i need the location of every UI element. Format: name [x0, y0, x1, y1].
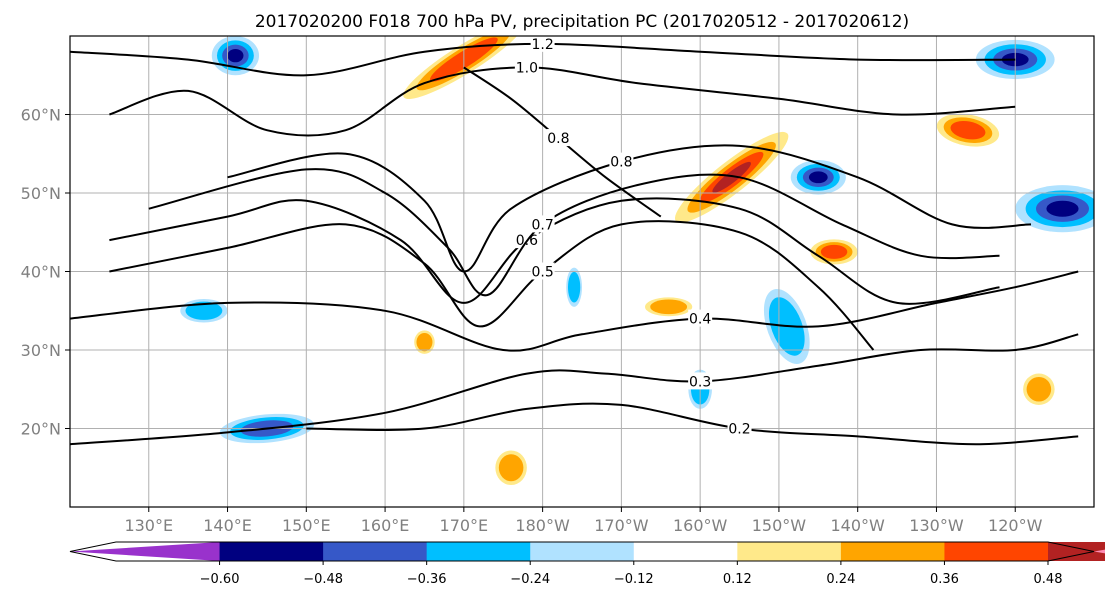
colorbar-tick-label-6: 0.24 — [826, 572, 855, 587]
colorbar-tick-label-5: 0.12 — [723, 572, 752, 587]
precip-area-8-level-3 — [227, 48, 244, 63]
precip-area-3-level-2 — [820, 244, 848, 259]
pv-contour-label-5: 0.7 — [531, 217, 553, 233]
colorbar-tick-label-3: −0.24 — [510, 572, 550, 587]
colorbar-outline — [69, 541, 1095, 562]
colorbar-extend-high — [1094, 549, 1105, 554]
precip-area-7-level-1 — [1026, 377, 1052, 402]
precip-area-15-level-1 — [567, 271, 581, 303]
colorbar-tick-label-4: −0.12 — [614, 572, 654, 587]
pv-contour-label-bg-8 — [514, 58, 539, 76]
pv-contour-3 — [109, 220, 875, 351]
precip-area-5-level-1 — [416, 332, 433, 352]
x-tick-label-3: 160°E — [361, 516, 410, 535]
pv-contour-label-bg-5 — [530, 215, 555, 233]
pv-contour-label-bg-9 — [530, 36, 555, 52]
pv-contour-label-bg-3 — [530, 262, 555, 280]
colorbar-segment-3 — [426, 542, 531, 561]
x-tick-label-1: 140°E — [203, 516, 252, 535]
precip-area-13-level-1 — [185, 301, 223, 320]
colorbar-extend-low — [70, 542, 221, 561]
colorbar-tick-label-2: −0.36 — [407, 572, 447, 587]
pv-contour-1 — [70, 333, 1079, 446]
pv-contour-label-6: 0.8 — [610, 155, 632, 171]
x-tick-label-0: 130°E — [124, 516, 173, 535]
y-tick-label-0: 20°N — [21, 420, 61, 439]
x-tick-label-7: 160°W — [673, 516, 728, 535]
pv-contour-8 — [109, 66, 1016, 137]
precip-area-9-level-3 — [808, 171, 828, 184]
colorbar-tick-label-0: −0.60 — [200, 572, 240, 587]
colorbar-segment-2 — [323, 542, 428, 561]
colorbar-segment-9 — [1048, 542, 1105, 561]
x-tick-label-11: 120°W — [988, 516, 1043, 535]
y-tick-label-1: 30°N — [21, 341, 61, 360]
precip-area-2-level-2 — [950, 121, 986, 140]
pv-contour-label-0: 0.2 — [728, 422, 750, 438]
x-tick-label-5: 180°W — [515, 516, 570, 535]
pv-contour-label-9: 1.2 — [531, 37, 553, 53]
colorbar-segment-1 — [219, 542, 324, 561]
colorbar-tick-label-1: −0.48 — [303, 572, 343, 587]
x-axis-ticks: 130°E 140°E 150°E 160°E 170°E 180°W 170°W 160°W… — [124, 507, 1043, 535]
precip-area-10-level-3 — [1046, 200, 1079, 217]
pv-contour-6 — [227, 144, 1032, 273]
precip-area-4-level-1 — [650, 299, 688, 315]
pv-contour-label-8: 1.0 — [516, 60, 538, 76]
pv-contour-0 — [306, 402, 1079, 446]
colorbar-segment-8 — [944, 542, 1049, 561]
colorbar-segment-6 — [737, 542, 842, 561]
x-tick-label-10: 130°W — [909, 516, 964, 535]
pv-contour-label-3: 0.5 — [531, 265, 553, 281]
pv-contour-label-2: 0.4 — [689, 312, 711, 328]
x-tick-label-6: 170°W — [594, 516, 649, 535]
pv-contour-label-bg-7 — [546, 129, 571, 147]
x-tick-label-2: 150°E — [282, 516, 331, 535]
x-tick-label-8: 150°W — [752, 516, 807, 535]
pv-contour-2 — [70, 270, 1079, 352]
precip-area-6-level-1 — [498, 454, 524, 482]
colorbar-segment-5 — [633, 542, 738, 561]
pv-contour-9 — [70, 42, 1016, 77]
y-axis-ticks: 20°N 30°N 40°N 50°N 60°N — [21, 106, 70, 439]
colorbar-tick-label-8: 0.48 — [1034, 572, 1063, 587]
pv-contour-label-7: 0.8 — [547, 131, 569, 147]
x-tick-label-4: 170°E — [440, 516, 489, 535]
colorbar-segment-4 — [530, 542, 635, 561]
pv-contour-label-bg-0 — [727, 419, 752, 437]
pv-contour-label-bg-1 — [688, 372, 713, 390]
y-tick-label-4: 60°N — [21, 106, 61, 125]
colorbar: −0.60 −0.48 −0.36 −0.24 −0.12 0.12 0.24 0.36 0.4… — [69, 541, 1105, 587]
pv-contour-label-bg-2 — [688, 309, 713, 327]
x-tick-label-9: 140°W — [831, 516, 886, 535]
precip-area-1-level-3 — [712, 161, 751, 193]
pv-contour-layer: 0.20.30.40.50.60.70.80.81.01.2 — [70, 36, 1079, 446]
y-tick-label-2: 40°N — [21, 263, 61, 282]
colorbar-segment-7 — [840, 542, 945, 561]
y-tick-label-3: 50°N — [21, 184, 61, 203]
colorbar-tick-label-7: 0.36 — [930, 572, 959, 587]
chart-title: 2017020200 F018 700 hPa PV, precipitatio… — [255, 12, 909, 32]
pv-contour-label-bg-6 — [609, 152, 634, 170]
pv-contour-label-1: 0.3 — [689, 374, 711, 390]
